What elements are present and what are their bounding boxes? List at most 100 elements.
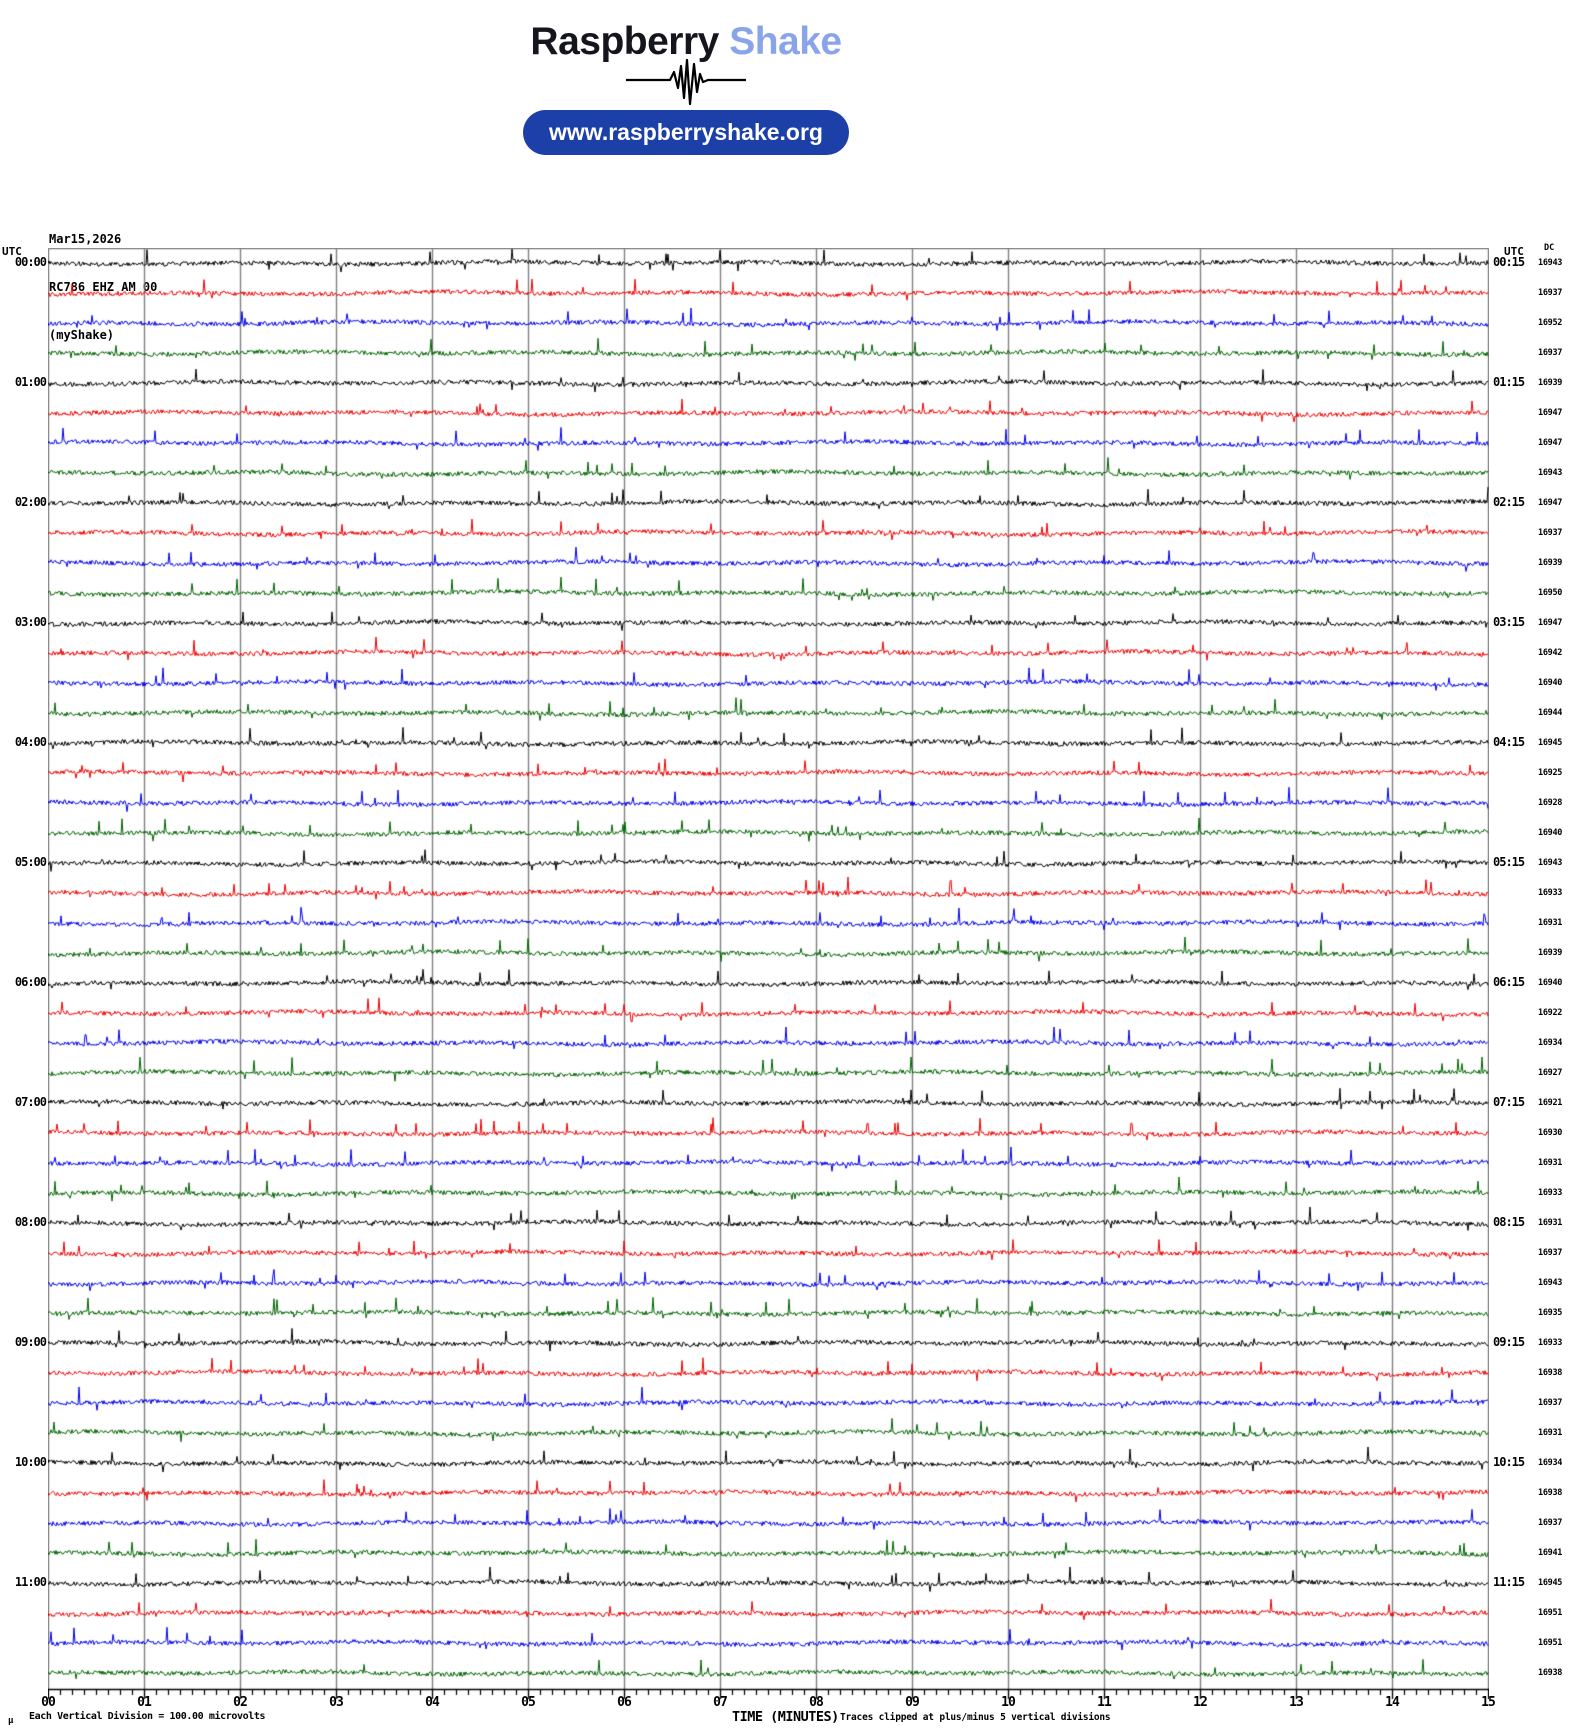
helicorder-plot <box>48 248 1489 1708</box>
dc-value: 16937 <box>1538 1248 1563 1258</box>
x-tick-label: 12 <box>1193 1695 1208 1710</box>
dc-value: 16950 <box>1538 588 1563 598</box>
row-end-time: 10:15 <box>1493 1455 1525 1469</box>
utc-header-left: UTC <box>2 245 22 258</box>
micro-glyph: µ <box>8 1716 14 1726</box>
row-end-time: 06:15 <box>1493 975 1525 989</box>
row-end-time: 04:15 <box>1493 735 1525 749</box>
row-start-time: 03:00 <box>14 615 47 629</box>
dc-value: 16928 <box>1538 798 1563 808</box>
dc-value: 16940 <box>1538 678 1563 688</box>
row-end-time: 01:15 <box>1493 375 1525 389</box>
row-end-time: 09:15 <box>1493 1335 1525 1349</box>
dc-value: 16921 <box>1538 1098 1563 1108</box>
row-end-time: 08:15 <box>1493 1215 1525 1229</box>
x-tick-label: 00 <box>41 1695 56 1710</box>
brand-primary: Raspberry <box>530 20 719 63</box>
dc-value: 16931 <box>1538 1428 1563 1438</box>
x-tick-label: 14 <box>1385 1695 1400 1710</box>
row-end-time: 02:15 <box>1493 495 1525 509</box>
row-end-time: 03:15 <box>1493 615 1525 629</box>
dc-value: 16952 <box>1538 318 1563 328</box>
dc-value: 16951 <box>1538 1608 1563 1618</box>
row-start-time: 07:00 <box>14 1095 47 1109</box>
dc-value: 16939 <box>1538 558 1563 568</box>
dc-value: 16947 <box>1538 438 1563 448</box>
row-start-time: 06:00 <box>14 975 47 989</box>
x-axis-title: TIME (MINUTES) <box>732 1709 839 1725</box>
x-tick-label: 13 <box>1289 1695 1304 1710</box>
dc-value: 16938 <box>1538 1368 1563 1378</box>
seismic-waveform-icon <box>626 58 746 106</box>
dc-value: 16934 <box>1538 1038 1563 1048</box>
x-tick-label: 10 <box>1001 1695 1016 1710</box>
dc-value: 16933 <box>1538 1338 1563 1348</box>
row-end-time: 00:15 <box>1493 255 1525 269</box>
dc-value: 16941 <box>1538 1548 1563 1558</box>
brand-secondary: Shake <box>729 20 842 63</box>
row-end-time: 07:15 <box>1493 1095 1525 1109</box>
row-start-time: 11:00 <box>14 1575 47 1589</box>
x-tick-label: 15 <box>1481 1695 1496 1710</box>
x-tick-label: 08 <box>809 1695 824 1710</box>
x-tick-label: 07 <box>713 1695 728 1710</box>
dc-value: 16935 <box>1538 1308 1563 1318</box>
x-tick-label: 09 <box>905 1695 920 1710</box>
row-end-time: 05:15 <box>1493 855 1525 869</box>
dc-value: 16937 <box>1538 348 1563 358</box>
dc-value: 16933 <box>1538 1188 1563 1198</box>
dc-value: 16945 <box>1538 738 1563 748</box>
dc-value: 16938 <box>1538 1488 1563 1498</box>
dc-value: 16947 <box>1538 408 1563 418</box>
clip-note: Traces clipped at plus/minus 5 vertical … <box>840 1712 1111 1723</box>
dc-value: 16951 <box>1538 1638 1563 1648</box>
utc-header-right: UTC <box>1504 245 1524 258</box>
row-start-time: 10:00 <box>14 1455 47 1469</box>
dc-value: 16947 <box>1538 618 1563 628</box>
row-start-time: 09:00 <box>14 1335 47 1349</box>
dc-value: 16943 <box>1538 258 1563 268</box>
row-start-time: 05:00 <box>14 855 47 869</box>
dc-value: 16939 <box>1538 378 1563 388</box>
x-tick-label: 03 <box>329 1695 344 1710</box>
dc-value: 16922 <box>1538 1008 1563 1018</box>
website-link[interactable]: www.raspberryshake.org <box>523 110 849 155</box>
dc-value: 16925 <box>1538 768 1563 778</box>
dc-value: 16943 <box>1538 468 1563 478</box>
dc-value: 16937 <box>1538 1398 1563 1408</box>
dc-value: 16939 <box>1538 948 1563 958</box>
dc-value: 16934 <box>1538 1458 1563 1468</box>
dc-value: 16937 <box>1538 1518 1563 1528</box>
x-tick-label: 01 <box>137 1695 152 1710</box>
row-start-time: 08:00 <box>14 1215 47 1229</box>
x-tick-label: 05 <box>521 1695 536 1710</box>
scale-note: Each Vertical Division = 100.00 microvol… <box>29 1711 266 1722</box>
dc-value: 16927 <box>1538 1068 1563 1078</box>
dc-value: 16940 <box>1538 828 1563 838</box>
brand-logo: Raspberry Shake <box>530 20 842 64</box>
dc-value: 16938 <box>1538 1668 1563 1678</box>
row-end-time: 11:15 <box>1493 1575 1525 1589</box>
dc-value: 16931 <box>1538 1218 1563 1228</box>
dc-value: 16943 <box>1538 858 1563 868</box>
dc-value: 16931 <box>1538 1158 1563 1168</box>
dc-value: 16945 <box>1538 1578 1563 1588</box>
station-date: Mar15,2026 <box>49 232 122 246</box>
row-start-time: 04:00 <box>14 735 47 749</box>
dc-value: 16942 <box>1538 648 1563 658</box>
dc-value: 16931 <box>1538 918 1563 928</box>
dc-value: 16944 <box>1538 708 1563 718</box>
row-start-time: 00:00 <box>14 255 47 269</box>
x-tick-label: 04 <box>425 1695 440 1710</box>
dc-value: 16947 <box>1538 498 1563 508</box>
x-tick-label: 06 <box>617 1695 632 1710</box>
dc-value: 16937 <box>1538 528 1563 538</box>
dc-value: 16937 <box>1538 288 1563 298</box>
row-start-time: 02:00 <box>14 495 47 509</box>
dc-value: 16933 <box>1538 888 1563 898</box>
dc-value: 16940 <box>1538 978 1563 988</box>
dc-value: 16943 <box>1538 1278 1563 1288</box>
x-tick-label: 11 <box>1097 1695 1112 1710</box>
dc-value: 16930 <box>1538 1128 1563 1138</box>
